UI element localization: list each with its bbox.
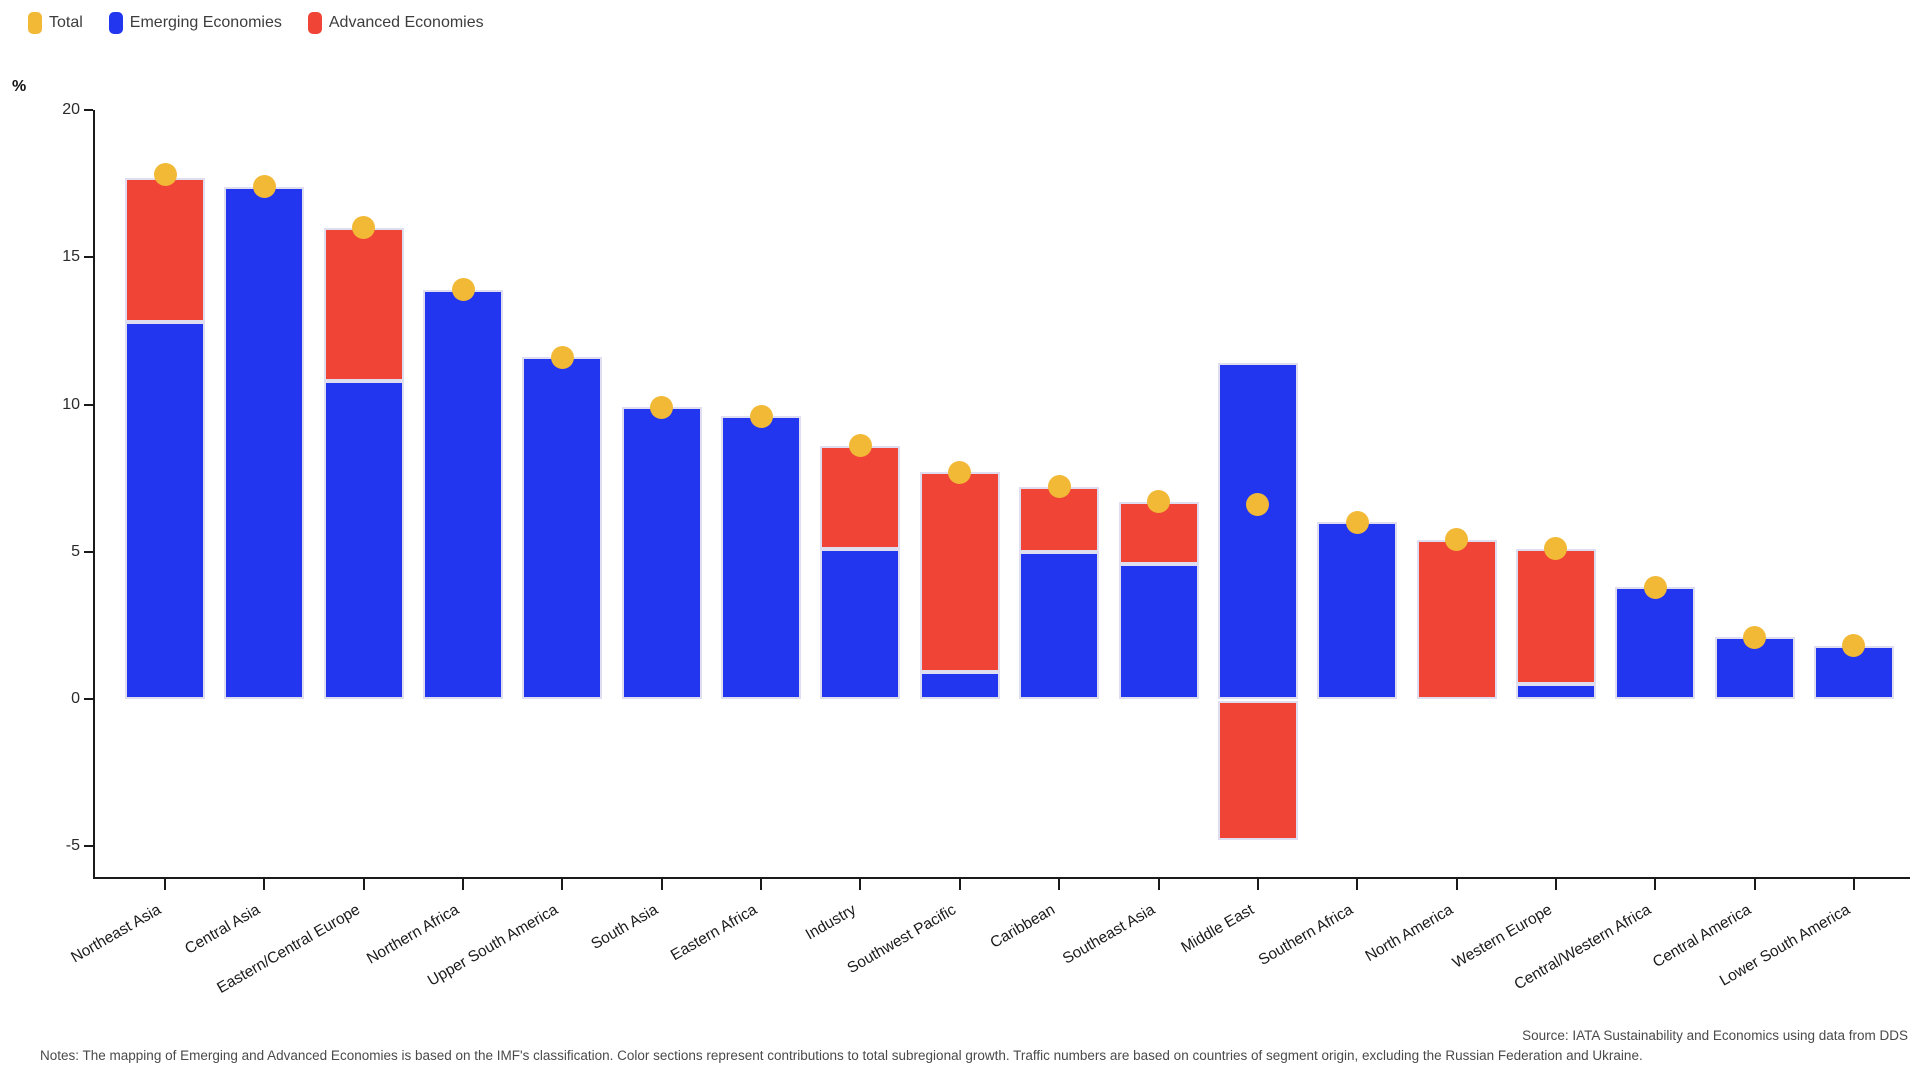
x-tick-mark <box>362 877 365 890</box>
x-tick-mark <box>1356 877 1359 890</box>
x-tick-mark <box>1455 877 1458 890</box>
bar-emerging-central-asia[interactable] <box>224 186 305 699</box>
legend-label-total: Total <box>49 14 83 31</box>
bar-advanced-western-europe[interactable] <box>1515 548 1596 685</box>
legend-item-advanced[interactable]: Advanced Economies <box>307 12 484 34</box>
y-tick-label: 5 <box>71 542 80 560</box>
bar-emerging-eastern-africa[interactable] <box>721 416 802 699</box>
x-tick-mark <box>1058 877 1061 890</box>
legend-label-emerging: Emerging Economies <box>129 14 282 31</box>
total-dot-upper-south-america[interactable] <box>550 345 574 369</box>
total-dot-central-america[interactable] <box>1743 625 1767 649</box>
y-tick-mark <box>84 845 93 848</box>
x-tick-mark <box>462 877 465 890</box>
x-tick-mark <box>1157 877 1160 890</box>
x-tick-mark <box>660 877 663 890</box>
total-dot-industry[interactable] <box>848 434 872 458</box>
bar-advanced-north-america[interactable] <box>1416 539 1497 699</box>
bar-emerging-southern-africa[interactable] <box>1317 522 1398 699</box>
legend-swatch-advanced-icon <box>307 12 322 34</box>
source-note: Source: IATA Sustainability and Economic… <box>1522 1028 1908 1043</box>
total-dot-southeast-asia[interactable] <box>1147 490 1170 514</box>
bar-emerging-southwest-pacific[interactable] <box>919 672 1000 699</box>
total-dot-northern-africa[interactable] <box>451 278 475 302</box>
bar-advanced-eastern-central-europe[interactable] <box>323 227 404 381</box>
total-dot-southwest-pacific[interactable] <box>948 460 972 484</box>
x-tick-mark <box>1852 877 1855 890</box>
legend-label-advanced: Advanced Economies <box>328 14 484 31</box>
total-dot-lower-south-america[interactable] <box>1842 634 1866 658</box>
bar-emerging-industry[interactable] <box>820 548 901 699</box>
y-tick-label: 10 <box>62 395 80 413</box>
y-axis-line <box>93 110 95 879</box>
x-tick-mark <box>1554 877 1557 890</box>
total-dot-central-asia[interactable] <box>252 175 276 199</box>
bar-emerging-south-asia[interactable] <box>621 407 702 699</box>
bar-advanced-southwest-pacific[interactable] <box>919 472 1000 673</box>
legend-item-emerging[interactable]: Emerging Economies <box>108 12 282 34</box>
y-tick-label: 0 <box>71 690 80 707</box>
y-tick-label: 15 <box>62 248 80 266</box>
bar-emerging-eastern-central-europe[interactable] <box>323 380 404 699</box>
bar-emerging-western-europe[interactable] <box>1515 684 1596 699</box>
bar-emerging-caribbean[interactable] <box>1019 551 1100 699</box>
total-dot-central-western-africa[interactable] <box>1643 575 1667 599</box>
x-tick-mark <box>561 877 564 890</box>
bar-emerging-northeast-asia[interactable] <box>125 322 205 699</box>
total-dot-middle-east[interactable] <box>1246 493 1270 517</box>
total-dot-western-europe[interactable] <box>1544 537 1568 561</box>
x-tick-mark <box>164 877 166 890</box>
x-tick-mark <box>1654 877 1657 890</box>
bar-advanced-industry[interactable] <box>820 445 901 549</box>
x-tick-mark <box>1753 877 1756 890</box>
bar-advanced-middle-east[interactable] <box>1217 701 1298 841</box>
total-dot-north-america[interactable] <box>1445 528 1469 552</box>
y-tick-label: -5 <box>65 837 80 855</box>
total-dot-eastern-central-europe[interactable] <box>352 216 376 240</box>
bar-emerging-upper-south-america[interactable] <box>522 357 603 699</box>
total-dot-northeast-asia[interactable] <box>153 163 177 187</box>
legend-swatch-emerging-icon <box>108 12 123 34</box>
y-tick-mark <box>84 109 93 111</box>
x-tick-mark <box>263 877 266 890</box>
notes: Notes: The mapping of Emerging and Advan… <box>40 1048 1643 1063</box>
bar-emerging-northern-africa[interactable] <box>423 289 504 699</box>
legend: Total Emerging Economies Advanced Economie… <box>28 12 484 34</box>
y-tick-mark <box>84 256 93 259</box>
x-axis-line <box>93 877 1910 879</box>
bar-emerging-central-western-africa[interactable] <box>1615 587 1696 699</box>
bar-advanced-northeast-asia[interactable] <box>125 177 205 323</box>
x-tick-mark <box>859 877 862 890</box>
y-tick-mark <box>84 550 93 553</box>
total-dot-eastern-africa[interactable] <box>749 404 773 428</box>
x-tick-mark <box>760 877 763 890</box>
y-tick-mark <box>84 403 93 406</box>
x-tick-mark <box>1256 877 1259 890</box>
total-dot-south-asia[interactable] <box>650 395 674 419</box>
bar-emerging-southeast-asia[interactable] <box>1118 563 1199 699</box>
bar-emerging-middle-east[interactable] <box>1217 363 1298 699</box>
y-axis-unit-label: % <box>12 78 27 95</box>
y-tick-label: 20 <box>62 101 80 118</box>
total-dot-caribbean[interactable] <box>1047 475 1071 499</box>
legend-swatch-total-icon <box>28 12 42 34</box>
legend-item-total[interactable]: Total <box>28 12 83 34</box>
total-dot-southern-africa[interactable] <box>1345 510 1369 534</box>
y-tick-mark <box>84 698 93 700</box>
x-tick-mark <box>958 877 961 890</box>
